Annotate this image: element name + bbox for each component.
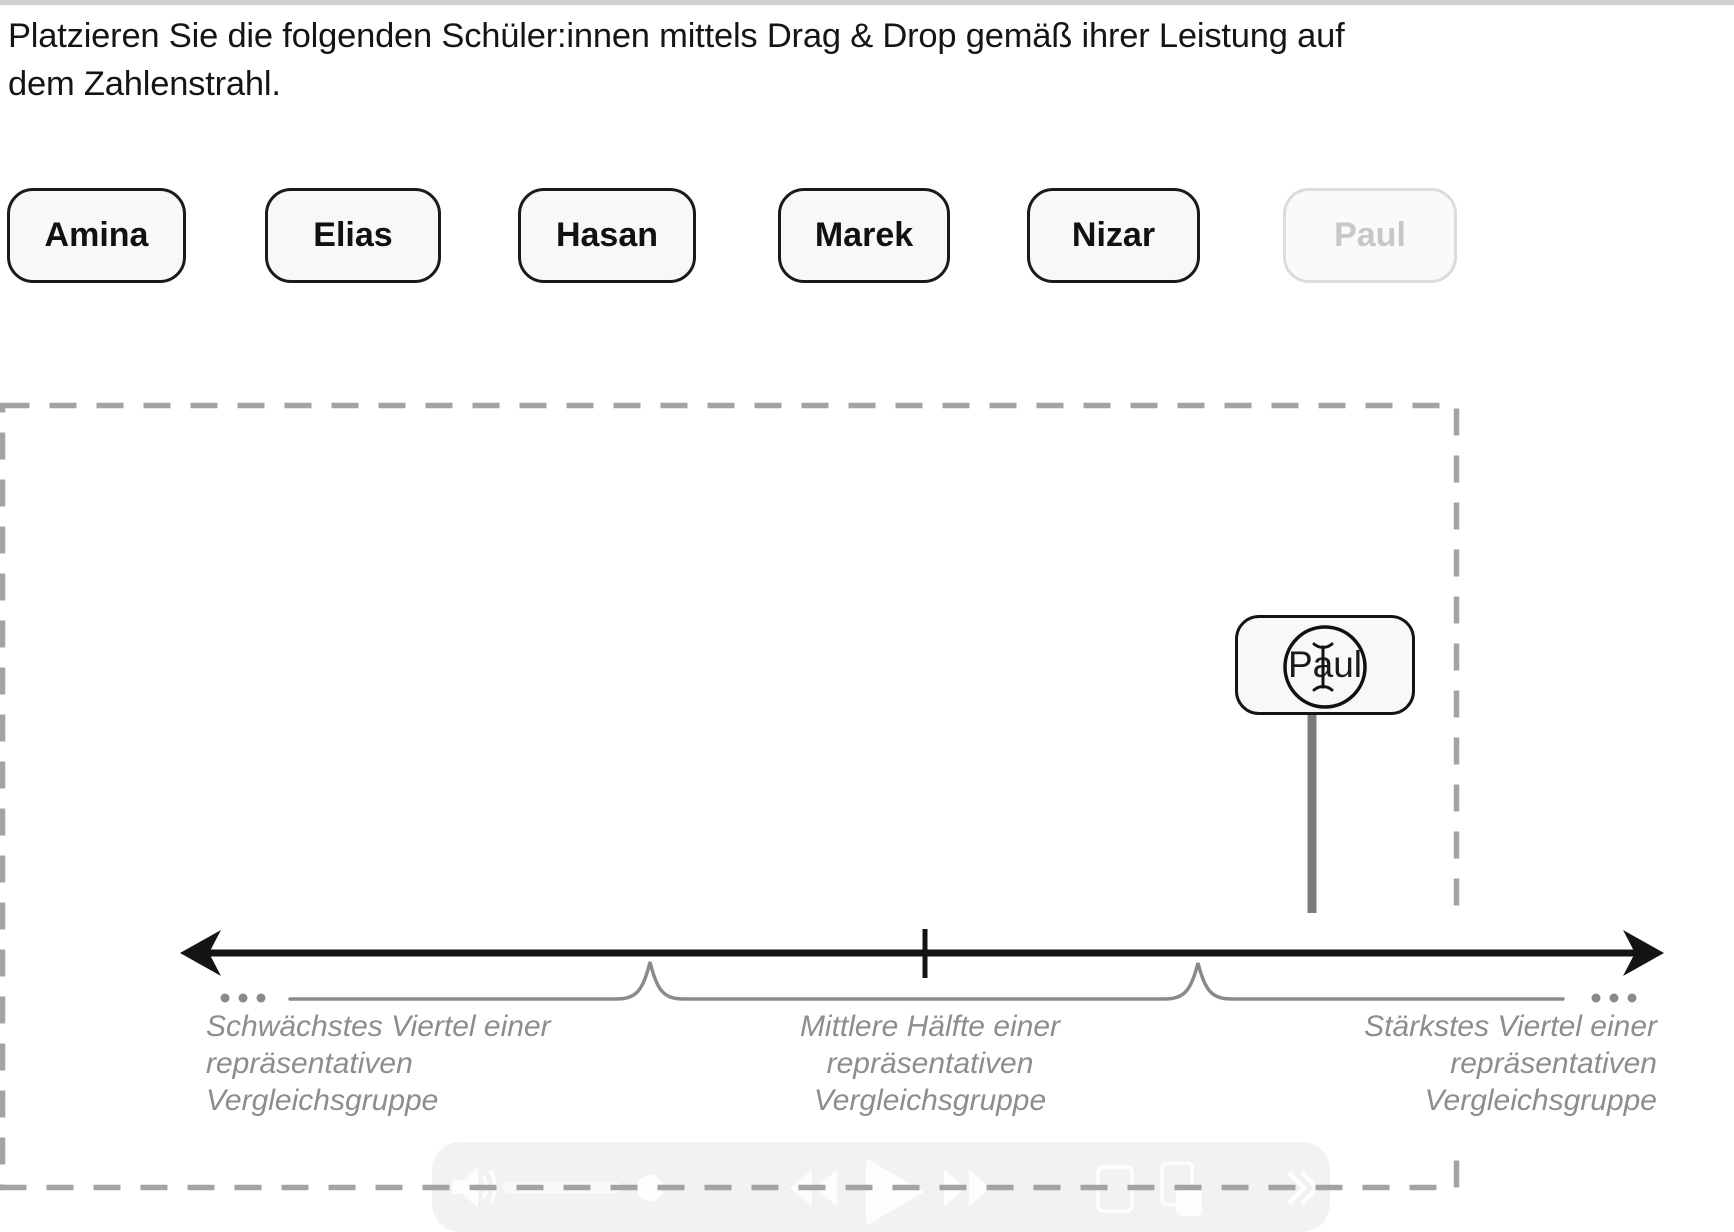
label-line: Vergleichsgruppe	[206, 1084, 439, 1117]
tray-chip-marek[interactable]: Marek	[778, 188, 950, 283]
section-label-weakest-quarter: Schwächstes Viertel einer repräsentative…	[206, 1008, 626, 1119]
chip-label: Paul	[1287, 644, 1363, 685]
label-line: Vergleichsgruppe	[813, 1084, 1047, 1117]
arrow-right-icon	[1623, 930, 1664, 976]
label-line: Mittlere Hälfte einer	[799, 1010, 1061, 1043]
instruction-text: Platzieren Sie die folgenden Schüler:inn…	[8, 17, 1345, 103]
chip-label: Elias	[313, 216, 393, 254]
tray-chip-elias[interactable]: Elias	[265, 188, 441, 283]
ellipsis-right	[1591, 993, 1637, 1003]
placed-chip-paul[interactable]: Paul	[1235, 615, 1415, 715]
tray-chip-amina[interactable]: Amina	[7, 188, 186, 283]
chip-label: Nizar	[1071, 216, 1156, 254]
section-label-middle-half: Mittlere Hälfte einer repräsentativen Ve…	[728, 1008, 1132, 1119]
label-line: Schwächstes Viertel einer	[206, 1010, 551, 1043]
chip-label: Marek	[814, 216, 914, 254]
label-line: repräsentativen	[826, 1047, 1034, 1080]
chip-label: Amina	[44, 216, 149, 254]
chip-label: Hasan	[555, 216, 659, 254]
label-line: Stärkstes Viertel einer	[1364, 1010, 1657, 1043]
tray-chip-hasan[interactable]: Hasan	[518, 188, 696, 283]
section-label-strongest-quarter: Stärkstes Viertel einer repräsentativen …	[1253, 1008, 1657, 1119]
chip-label: Paul	[1334, 216, 1406, 254]
label-line: repräsentativen	[206, 1047, 413, 1080]
tray-chip-nizar[interactable]: Nizar	[1027, 188, 1200, 283]
tray-chip-paul-disabled: Paul	[1283, 188, 1457, 283]
label-line: Vergleichsgruppe	[1424, 1084, 1657, 1117]
label-line: repräsentativen	[1450, 1047, 1657, 1080]
top-progress-bar	[0, 0, 1734, 5]
